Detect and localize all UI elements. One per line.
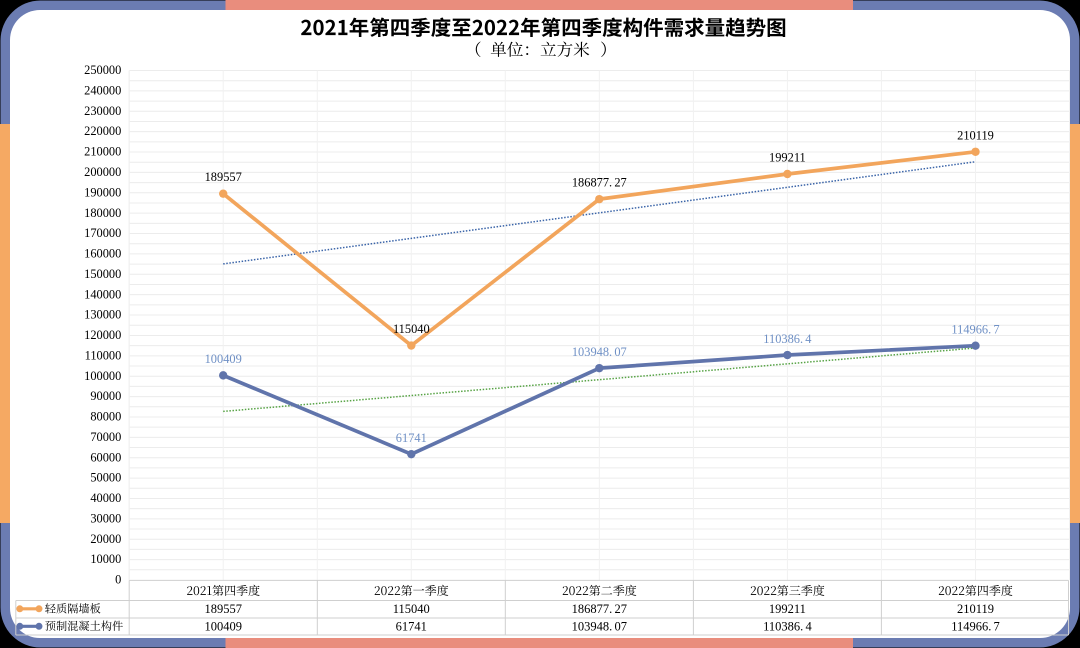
svg-text:50000: 50000 (90, 471, 121, 485)
svg-text:114966.7: 114966. 7 (951, 323, 999, 337)
svg-text:110386.4: 110386. 4 (763, 620, 812, 634)
svg-text:10000: 10000 (90, 552, 121, 566)
svg-text:61741: 61741 (396, 620, 427, 634)
svg-text:114966.7: 114966. 7 (951, 620, 1000, 634)
svg-text:61741: 61741 (396, 431, 427, 445)
svg-text:100000: 100000 (84, 369, 121, 383)
svg-text:250000: 250000 (84, 63, 121, 77)
svg-text:210000: 210000 (84, 145, 121, 159)
svg-text:189557: 189557 (205, 170, 242, 184)
svg-text:90000: 90000 (90, 389, 121, 403)
svg-text:100409: 100409 (205, 352, 242, 366)
svg-text:110000: 110000 (85, 348, 122, 362)
svg-text:100409: 100409 (204, 620, 242, 634)
svg-text:30000: 30000 (90, 511, 121, 525)
svg-text:110386.4: 110386. 4 (763, 332, 811, 346)
svg-text:80000: 80000 (90, 410, 121, 424)
svg-text:186877.27: 186877. 27 (572, 176, 627, 190)
svg-text:115040: 115040 (393, 602, 430, 616)
svg-text:103948.07: 103948. 07 (572, 620, 627, 634)
svg-text:240000: 240000 (84, 83, 121, 97)
svg-text:160000: 160000 (84, 247, 121, 261)
svg-text:210119: 210119 (957, 128, 994, 142)
svg-text:210119: 210119 (957, 602, 994, 616)
svg-text:0: 0 (115, 573, 121, 587)
svg-text:103948.07: 103948. 07 (572, 345, 627, 359)
svg-text:170000: 170000 (84, 226, 121, 240)
svg-text:199211: 199211 (769, 151, 806, 165)
svg-text:180000: 180000 (84, 206, 121, 220)
svg-text:186877.27: 186877. 27 (572, 602, 627, 616)
svg-text:200000: 200000 (84, 165, 121, 179)
svg-text:220000: 220000 (84, 124, 121, 138)
svg-text:230000: 230000 (84, 104, 121, 118)
svg-text:70000: 70000 (90, 430, 121, 444)
svg-text:199211: 199211 (769, 602, 806, 616)
svg-text:130000: 130000 (84, 308, 121, 322)
svg-text:189557: 189557 (204, 602, 242, 616)
svg-text:60000: 60000 (90, 450, 121, 464)
svg-text:115040: 115040 (393, 322, 430, 336)
svg-text:190000: 190000 (84, 185, 121, 199)
svg-text:120000: 120000 (84, 328, 121, 342)
svg-text:20000: 20000 (90, 532, 121, 546)
svg-text:140000: 140000 (84, 287, 121, 301)
svg-text:150000: 150000 (84, 267, 121, 281)
svg-text:40000: 40000 (90, 491, 121, 505)
